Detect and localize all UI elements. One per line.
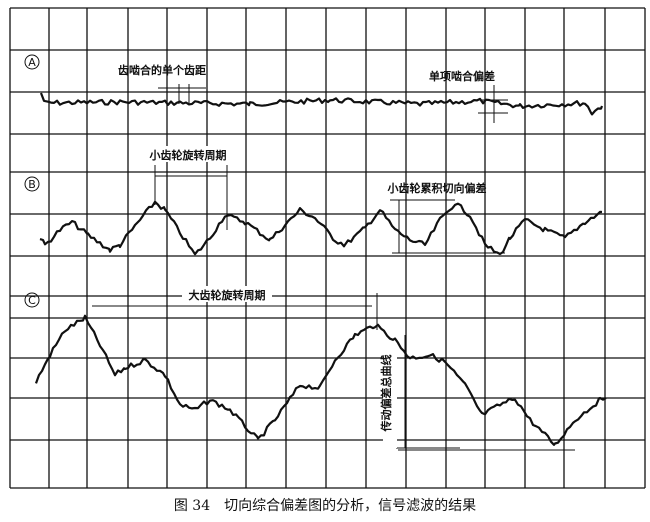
- panel-b: B 小齿轮旋转周期 小齿轮累积切向偏差: [24, 146, 603, 256]
- trace-a: [39, 92, 604, 116]
- trace-b: [39, 200, 603, 256]
- figure-caption: 图 34 切向综合偏差图的分析，信号滤波的结果: [174, 498, 476, 514]
- panel-c: C 大齿轮旋转周期 传动偏差总曲线: [24, 286, 607, 451]
- pinion-cumulative-deviation-label: 小齿轮累积切向偏差: [387, 181, 487, 195]
- panel-b-letter: B: [28, 178, 36, 191]
- single-mesh-deviation-label: 单项啮合偏差: [429, 69, 495, 83]
- panel-a: A 齿啮合的单个齿距 单项啮合偏差: [24, 54, 604, 123]
- grid: [9, 7, 646, 489]
- panel-c-circle: [24, 292, 40, 308]
- pinion-period-markers: [154, 165, 505, 254]
- single-tooth-pitch-label: 齿啮合的单个齿距: [118, 63, 206, 77]
- panel-b-circle: [24, 176, 40, 192]
- gear-rotation-period-label: 大齿轮旋转周期: [189, 288, 266, 302]
- panel-a-letter: A: [28, 56, 36, 69]
- total-transmission-deviation-label: 传动偏差总曲线: [379, 355, 393, 433]
- panel-c-letter: C: [28, 294, 36, 307]
- pitch-markers: [158, 84, 508, 123]
- panel-a-circle: [24, 54, 40, 70]
- trace-c: [34, 314, 607, 446]
- pinion-rotation-period-label: 小齿轮旋转周期: [149, 148, 227, 162]
